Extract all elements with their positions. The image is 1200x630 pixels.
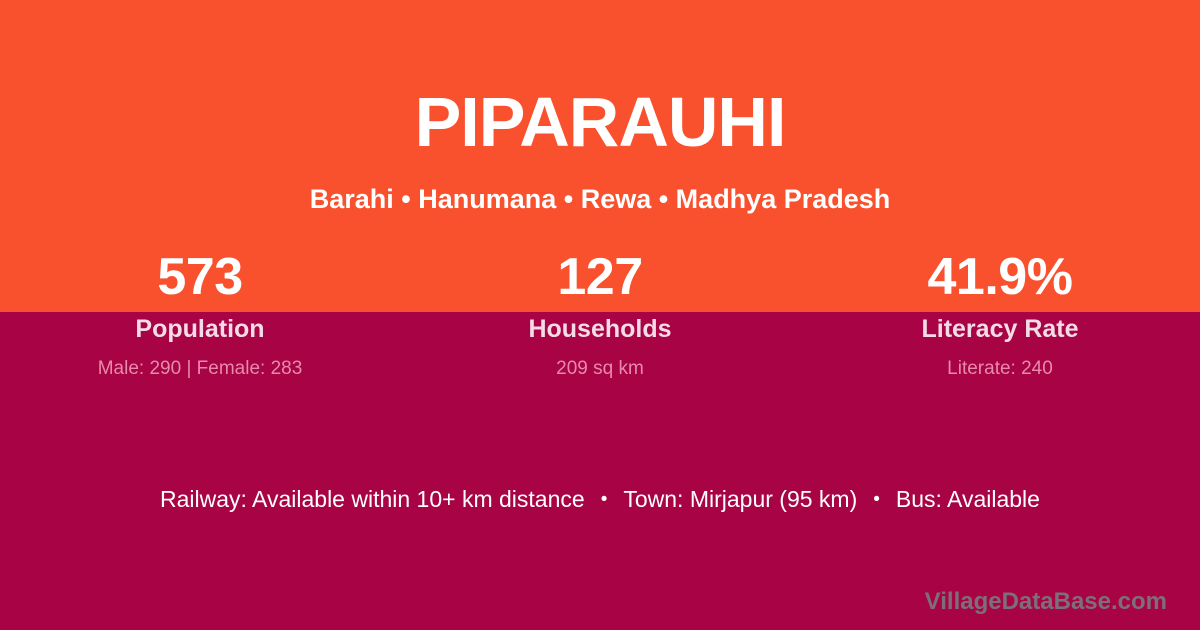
stat-literacy: 41.9% Literacy Rate Literate: 240 (800, 248, 1200, 380)
location-breadcrumb: Barahi • Hanumana • Rewa • Madhya Prades… (309, 184, 891, 214)
village-name-title: PIPARAUHI (414, 83, 787, 161)
population-detail: Male: 290 | Female: 283 (97, 358, 303, 379)
stat-households: 127 Households 209 sq km (400, 248, 800, 380)
town-info: Town: Mirjapur (95 km) (623, 486, 858, 512)
stat-population: 573 Population Male: 290 | Female: 283 (0, 248, 400, 380)
bullet-separator: • (600, 489, 608, 510)
population-value: 573 (157, 248, 243, 306)
details-band (0, 312, 1200, 630)
transport-info-line: Railway: Available within 10+ km distanc… (0, 485, 1200, 514)
bullet-separator: • (873, 489, 880, 510)
literacy-value: 41.9% (927, 248, 1073, 306)
literacy-detail: Literate: 240 (947, 358, 1053, 379)
bus-info: Bus: Available (895, 486, 1040, 512)
households-detail: 209 sq km (556, 358, 644, 379)
header-band (0, 0, 1200, 312)
stats-row: 573 Population Male: 290 | Female: 283 1… (0, 248, 1200, 380)
literacy-label: Literacy Rate (921, 315, 1079, 343)
railway-info: Railway: Available within 10+ km distanc… (160, 486, 585, 512)
population-label: Population (135, 315, 265, 343)
households-value: 127 (557, 248, 643, 306)
households-label: Households (528, 315, 672, 343)
watermark-branding: VillageDataBase.com (924, 588, 1167, 615)
